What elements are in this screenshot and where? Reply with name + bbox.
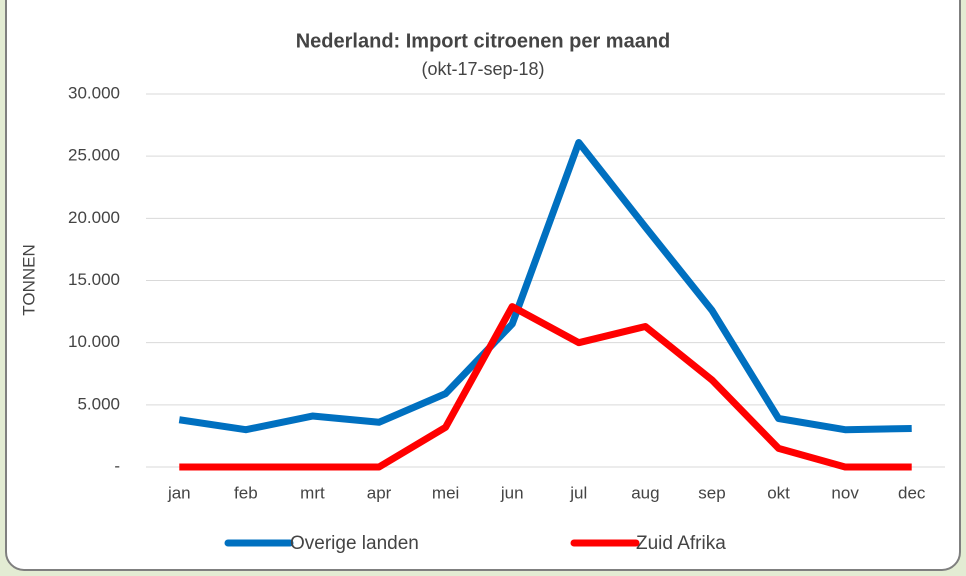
x-tick-label: mrt [300, 483, 325, 502]
x-tick-label: sep [698, 483, 725, 502]
y-tick-label: - [114, 456, 120, 475]
x-tick-label: jan [167, 483, 191, 502]
y-tick-label: 25.000 [68, 146, 120, 165]
x-tick-label: jul [569, 483, 587, 502]
x-tick-label: aug [631, 483, 659, 502]
y-tick-label: 30.000 [68, 83, 120, 102]
chart-subtitle: (okt-17-sep-18) [421, 59, 544, 79]
y-axis-label: TONNEN [19, 244, 38, 315]
chart-title: Nederland: Import citroenen per maand [296, 30, 671, 52]
x-tick-label: okt [767, 483, 790, 502]
x-tick-label: mei [432, 483, 459, 502]
y-tick-label: 5.000 [77, 394, 120, 413]
legend-label: Overige landen [290, 533, 419, 554]
x-tick-label: feb [234, 483, 258, 502]
y-tick-label: 10.000 [68, 332, 120, 351]
data-line [178, 138, 912, 434]
legend-label: Zuid Afrika [636, 533, 726, 554]
x-tick-label: dec [898, 483, 926, 502]
x-tick-label: jun [500, 483, 524, 502]
chart-panel [5, 0, 961, 571]
x-tick-label: apr [367, 483, 392, 502]
y-tick-label: 15.000 [68, 270, 120, 289]
y-tick-label: 20.000 [68, 208, 120, 227]
data-line [179, 303, 912, 471]
x-tick-label: nov [831, 483, 859, 502]
